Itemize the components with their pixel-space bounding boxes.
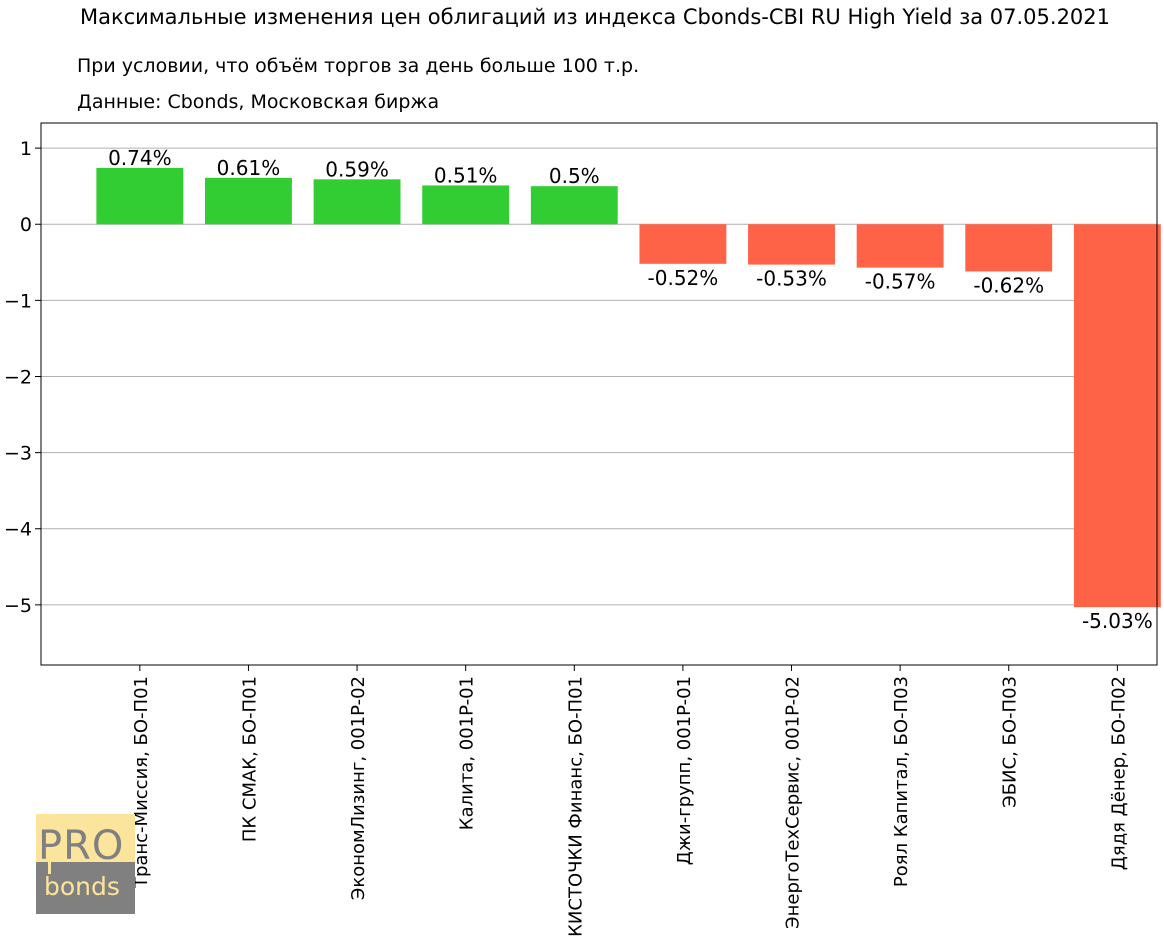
x-tick-label: КИСТОЧКИ Финанс, БО-П01 <box>565 676 586 937</box>
x-tick-label: ЭБИС, БО-П03 <box>1000 676 1021 808</box>
x-tick-label: Транс-Миссия, БО-П01 <box>131 676 152 889</box>
x-tick-label: Джи-групп, 001P-01 <box>674 676 695 865</box>
y-tick-label: 0 <box>20 214 32 236</box>
bar <box>1073 224 1161 608</box>
logo-bottom-block <box>36 862 135 914</box>
data-label: 0.61% <box>217 156 281 180</box>
data-labels: 0.74% 0.61% 0.59% 0.51% 0.5% -0.52% -0.53% -0.5… <box>108 146 1153 633</box>
logo-stem <box>48 858 51 874</box>
data-label: -0.62% <box>973 273 1044 297</box>
bar <box>856 224 944 268</box>
y-axis: 1 0 −1 −2 −3 −4 −5 <box>4 138 41 617</box>
bar <box>639 224 727 264</box>
data-label: -5.03% <box>1082 609 1153 633</box>
x-tick-label: ЭнергоТехСервис, 001P-02 <box>783 676 804 929</box>
x-tick-label: ПК СМАК, БО-П01 <box>239 676 260 842</box>
data-label: 0.51% <box>434 163 498 187</box>
x-tick-label: Дядя Дёнер, БО-П02 <box>1108 676 1129 870</box>
y-tick-label: 1 <box>20 138 32 160</box>
y-tick-label: −2 <box>4 366 32 388</box>
bar <box>422 185 510 225</box>
probonds-logo: PRO bonds <box>36 814 135 914</box>
data-label: -0.53% <box>756 267 827 291</box>
chart-subtitle-conditions: При условии, что объём торгов за день бо… <box>77 55 639 77</box>
data-label: 0.59% <box>325 157 389 181</box>
plot-frame <box>40 122 1158 666</box>
bar <box>530 186 618 225</box>
y-tick-label: −3 <box>4 443 32 465</box>
y-tick-label: −1 <box>4 290 32 312</box>
logo-pro-text: PRO <box>38 823 125 869</box>
y-tick-label: −4 <box>4 519 32 541</box>
x-tick-label: Калита, 001P-01 <box>457 676 478 830</box>
bar <box>748 224 835 265</box>
bar <box>96 167 184 225</box>
x-tick-label: Роял Капитал, БО-П03 <box>891 676 912 887</box>
y-tick-label: −5 <box>4 595 32 617</box>
logo-bonds-text: bonds <box>44 872 120 901</box>
chart-subtitle-source: Данные: Cbonds, Московская биржа <box>77 91 439 113</box>
bar <box>313 179 401 225</box>
logo-top-block <box>36 814 135 862</box>
bar <box>205 177 292 225</box>
bars <box>96 167 1161 608</box>
data-label: -0.57% <box>865 270 936 294</box>
data-label: -0.52% <box>648 266 719 290</box>
x-axis: Транс-Миссия, БО-П01 ПК СМАК, БО-П01 Эконо… <box>131 665 1129 937</box>
x-tick-label: ЭкономЛизинг, 001P-02 <box>348 676 369 900</box>
bar <box>965 224 1053 272</box>
data-label: 0.74% <box>108 146 172 170</box>
chart-title: Максимальные изменения цен облигаций из … <box>80 5 1110 29</box>
data-label: 0.5% <box>549 164 600 188</box>
